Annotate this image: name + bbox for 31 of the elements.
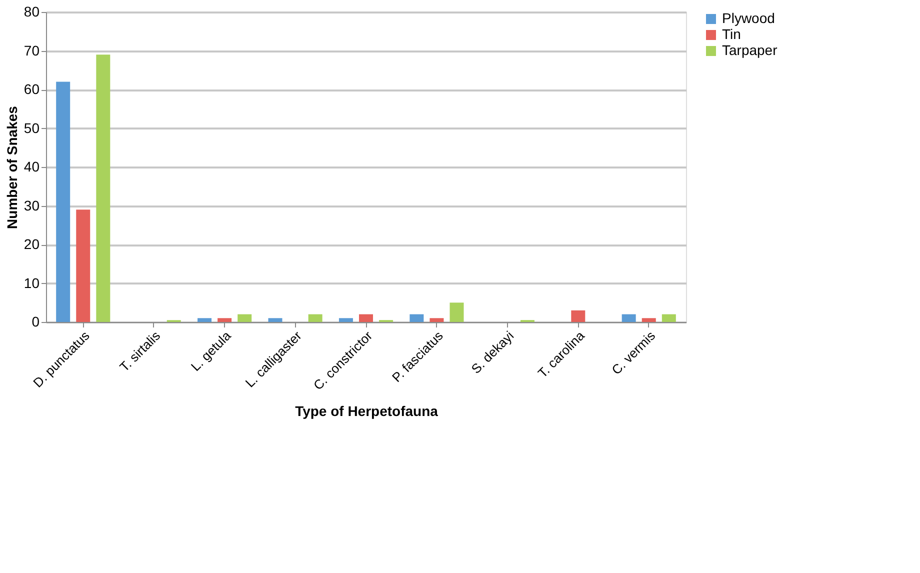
x-axis-title: Type of Herpetofauna xyxy=(295,402,438,419)
bar xyxy=(571,310,586,322)
bar xyxy=(450,302,464,322)
y-tick-label: 10 xyxy=(24,274,40,291)
bar xyxy=(410,314,424,322)
y-tick-label: 40 xyxy=(24,158,40,174)
bar xyxy=(308,314,322,322)
y-tick-label: 70 xyxy=(24,42,40,58)
bar xyxy=(198,318,212,322)
y-tick-label: 30 xyxy=(24,197,40,214)
legend-label: Tarpaper xyxy=(722,42,778,58)
y-tick-label: 20 xyxy=(24,236,40,252)
bar xyxy=(96,54,110,322)
bar xyxy=(76,210,90,322)
bar xyxy=(56,82,70,322)
bar xyxy=(642,318,656,322)
y-axis-title: Number of Snakes xyxy=(4,106,20,229)
y-tick-label: 50 xyxy=(24,120,40,136)
legend-label: Tin xyxy=(722,26,741,42)
bar xyxy=(338,318,353,322)
bar xyxy=(218,318,232,322)
y-tick-label: 0 xyxy=(32,314,40,330)
legend-label: Plywood xyxy=(722,10,775,26)
bar xyxy=(268,318,282,322)
bar xyxy=(359,314,373,322)
bar xyxy=(238,314,252,322)
bar xyxy=(662,314,676,322)
y-tick-label: 80 xyxy=(24,4,40,20)
y-tick-label: 60 xyxy=(24,81,40,97)
bar xyxy=(622,314,636,322)
bar xyxy=(430,318,444,322)
